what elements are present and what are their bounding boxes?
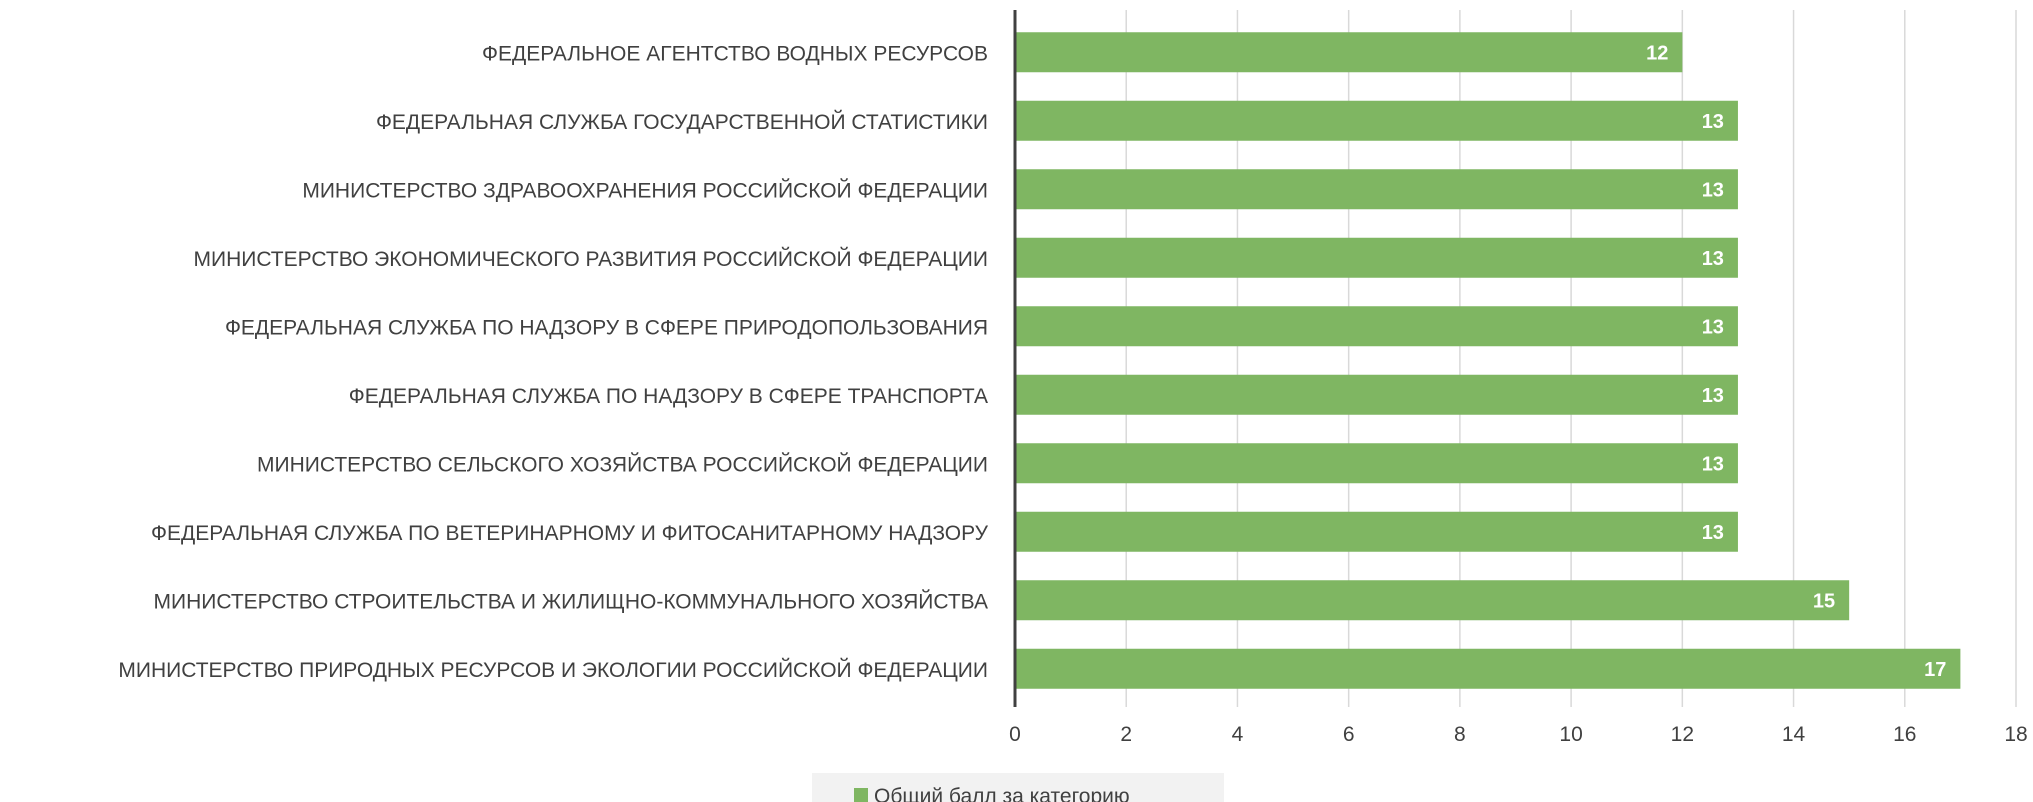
data-label: 15 [1813,590,1835,612]
category-label: ФЕДЕРАЛЬНАЯ СЛУЖБА ГОСУДАРСТВЕННОЙ СТАТИ… [376,110,988,134]
x-tick-label: 8 [1454,723,1466,746]
x-tick-label: 10 [1559,723,1582,746]
category-label: ФЕДЕРАЛЬНАЯ СЛУЖБА ПО ВЕТЕРИНАРНОМУ И ФИ… [151,522,989,545]
legend-label: Общий балл за категорию [874,785,1130,802]
data-label: 13 [1702,316,1724,338]
category-label: ФЕДЕРАЛЬНОЕ АГЕНТСТВО ВОДНЫХ РЕСУРСОВ [482,42,988,65]
legend: Общий балл за категорию [812,773,1224,802]
x-tick-label: 6 [1343,723,1355,746]
bar [1015,443,1738,484]
x-tick-labels: 0 2 4 6 8 10 12 14 16 18 [1009,723,2028,746]
x-tick-label: 4 [1232,723,1244,746]
category-label: МИНИСТЕРСТВО ЗДРАВООХРАНЕНИЯ РОССИЙСКОЙ … [302,178,988,202]
category-labels: ФЕДЕРАЛЬНОЕ АГЕНТСТВО ВОДНЫХ РЕСУРСОВ ФЕД… [118,42,988,682]
bar [1015,306,1738,347]
bar [1015,648,1961,689]
bar [1015,374,1738,415]
data-label: 13 [1702,248,1724,270]
bar [1015,32,1683,73]
x-tick-label: 2 [1120,723,1132,746]
category-label: МИНИСТЕРСТВО ЭКОНОМИЧЕСКОГО РАЗВИТИЯ РОС… [193,247,988,271]
x-tick-label: 18 [2004,723,2027,746]
data-label: 13 [1702,111,1724,133]
bar [1015,580,1850,621]
category-label: ФЕДЕРАЛЬНАЯ СЛУЖБА ПО НАДЗОРУ В СФЕРЕ ПР… [225,316,988,339]
x-tick-label: 14 [1782,723,1806,746]
bar [1015,169,1738,210]
data-label: 13 [1702,179,1724,201]
bars: 12 13 13 13 13 13 13 13 15 17 [1015,32,1961,689]
bar [1015,237,1738,278]
data-label: 13 [1702,453,1724,475]
category-label: МИНИСТЕРСТВО ПРИРОДНЫХ РЕСУРСОВ И ЭКОЛОГ… [118,658,988,682]
data-label: 13 [1702,522,1724,544]
bar [1015,100,1738,141]
x-tick-label: 0 [1009,723,1021,746]
bar [1015,511,1738,552]
x-tick-label: 12 [1671,723,1694,746]
category-label: МИНИСТЕРСТВО СЕЛЬСКОГО ХОЗЯЙСТВА РОССИЙС… [257,452,988,476]
category-label: ФЕДЕРАЛЬНАЯ СЛУЖБА ПО НАДЗОРУ В СФЕРЕ ТР… [349,385,988,408]
data-label: 17 [1924,659,1946,681]
x-tick-label: 16 [1893,723,1916,746]
legend-box [812,773,1224,802]
data-label: 12 [1646,42,1668,64]
data-label: 13 [1702,385,1724,407]
legend-swatch [854,788,868,802]
category-label: МИНИСТЕРСТВО СТРОИТЕЛЬСТВА И ЖИЛИЩНО-КОМ… [154,589,989,613]
